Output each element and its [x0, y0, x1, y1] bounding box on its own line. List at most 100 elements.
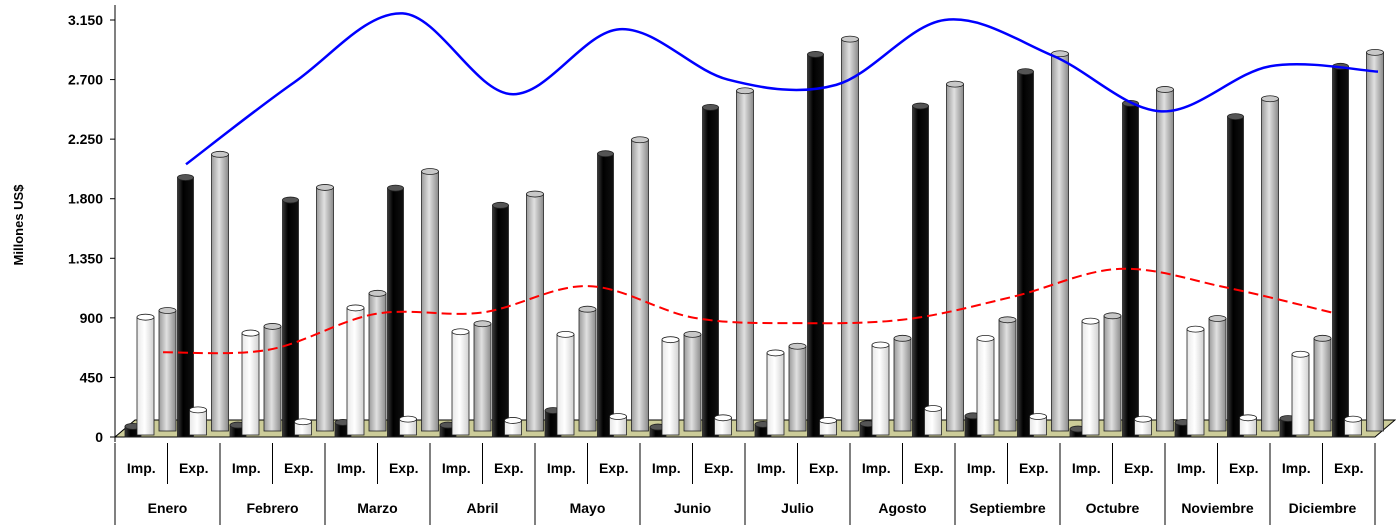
bar-cap [1227, 113, 1244, 121]
bar-cap [1313, 334, 1332, 342]
y-axis: 0 450 900 1.350 1.800 2.250 2.700 3.150 [68, 12, 115, 445]
bar-cap [1186, 325, 1205, 333]
bar-body [998, 319, 1017, 432]
bar [1208, 315, 1227, 432]
bar-cap [556, 330, 575, 338]
bar-cap [1239, 414, 1257, 422]
x-subcategory-label: Exp. [914, 460, 944, 476]
bar-body [1366, 51, 1384, 432]
bar-cap [158, 307, 177, 314]
bar-cap [241, 329, 260, 337]
bar-cap [1029, 413, 1047, 420]
x-subcategory-label: Imp. [967, 460, 996, 476]
x-subcategory-label: Imp. [1072, 460, 1101, 476]
bar [451, 328, 470, 436]
bar-cap [1291, 350, 1310, 358]
x-subcategory-label: Exp. [1229, 460, 1259, 476]
bar-body [788, 345, 807, 432]
bar-body [473, 323, 492, 432]
bar-body [282, 199, 299, 438]
bar [1029, 413, 1047, 436]
bar [1261, 95, 1279, 432]
bar-body [946, 83, 964, 432]
bar-body [1122, 103, 1139, 438]
bar-body [189, 409, 207, 436]
y-tick-label: 1.350 [68, 250, 103, 266]
bar [597, 150, 614, 438]
x-subcategory-label: Imp. [862, 460, 891, 476]
bar [912, 102, 929, 438]
x-subcategory-label: Exp. [1124, 460, 1154, 476]
x-subcategory-label: Exp. [809, 460, 839, 476]
bar [1134, 415, 1152, 436]
bar [788, 342, 807, 432]
y-tick-label: 450 [80, 369, 104, 385]
x-subcategory-label: Exp. [284, 460, 314, 476]
bar-body [597, 153, 614, 438]
bar-cap [661, 336, 680, 344]
y-axis-label: Millones US$ [11, 184, 26, 266]
bar-cap [976, 334, 995, 342]
bar [683, 330, 702, 432]
bar-body [766, 352, 785, 436]
bar [316, 184, 334, 432]
bar [158, 307, 177, 432]
bar [661, 336, 680, 436]
bar-cap [1134, 415, 1152, 423]
bar [702, 103, 719, 438]
bar [177, 174, 194, 438]
bar-cap [631, 136, 649, 144]
x-subcategory-label: Imp. [652, 460, 681, 476]
bar [263, 323, 282, 432]
bar-body [631, 139, 649, 432]
bar-body [871, 344, 890, 436]
bar-cap [387, 184, 404, 192]
bar-body [526, 193, 544, 432]
bar-body [421, 171, 439, 432]
bar-cap [526, 190, 544, 198]
x-subcategory-label: Imp. [1282, 460, 1311, 476]
bar-cap [1261, 95, 1279, 103]
bar-cap [421, 168, 439, 175]
bar-body [1081, 320, 1100, 436]
bar [1156, 86, 1174, 432]
y-tick-label: 900 [80, 310, 104, 326]
lines-layer [162, 12, 1379, 355]
bar [1227, 113, 1244, 438]
bar [631, 136, 649, 432]
bar [556, 330, 575, 436]
bar-cap [736, 87, 754, 95]
bar-body [1017, 71, 1034, 438]
bar-cap [316, 184, 334, 191]
x-category-label: Marzo [357, 500, 397, 516]
bar-cap [788, 342, 807, 350]
bar-body [807, 54, 824, 438]
x-subcategory-label: Exp. [179, 460, 209, 476]
x-category-label: Octubre [1086, 500, 1140, 516]
bar [841, 35, 859, 432]
bar-cap [714, 414, 732, 422]
bar-body [492, 204, 509, 438]
x-category-label: Junio [674, 500, 711, 516]
y-tick-label: 0 [95, 429, 103, 445]
bar-cap [1103, 312, 1122, 320]
x-subcategory-label: Exp. [1334, 460, 1364, 476]
bar-body [1051, 53, 1069, 432]
x-category-label: Mayo [570, 500, 606, 516]
bar [714, 414, 732, 436]
bar-cap [912, 102, 929, 110]
bar [211, 150, 229, 432]
bar-cap [451, 328, 470, 336]
bar-cap [473, 320, 492, 328]
bar-body [1208, 318, 1227, 432]
x-category-label: Agosto [878, 500, 926, 516]
bar [241, 329, 260, 436]
bar-cap [346, 304, 365, 312]
bar-cap [368, 289, 387, 297]
bar [1103, 312, 1122, 432]
x-category-label: Septiembre [969, 500, 1045, 516]
bar-cap [893, 334, 912, 342]
bar [1366, 48, 1384, 432]
x-subcategory-label: Imp. [232, 460, 261, 476]
